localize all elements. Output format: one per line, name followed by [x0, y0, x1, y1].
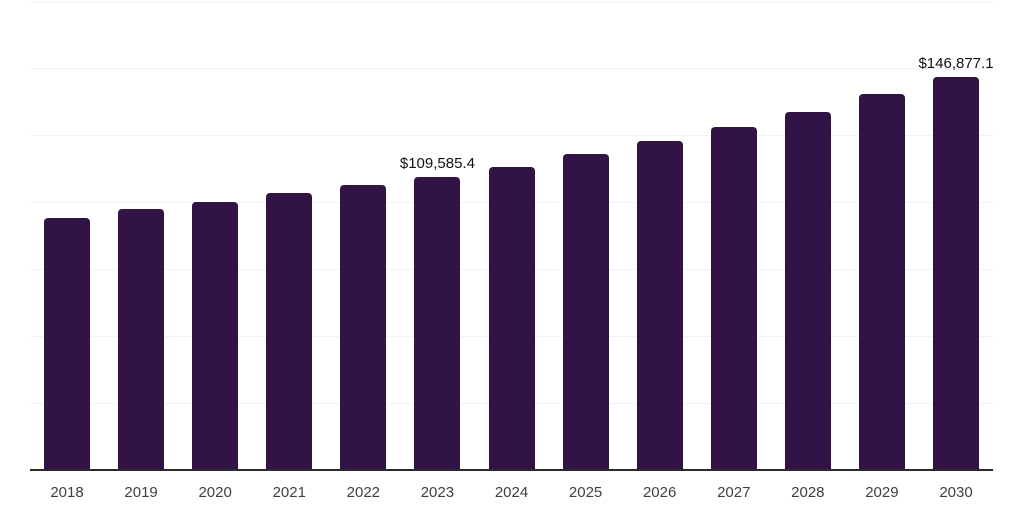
bar-2027: [710, 127, 757, 470]
x-tick-label-2026: 2026: [642, 484, 677, 501]
bar-2020: [192, 202, 239, 470]
x-tick-label-2025: 2025: [568, 484, 603, 501]
x-tick-label-2022: 2022: [346, 484, 381, 501]
x-tick-label-2030: 2030: [939, 484, 973, 501]
x-axis-line: [30, 469, 993, 471]
x-tick-label-2028: 2028: [791, 484, 825, 501]
x-tick-label-2018: 2018: [50, 484, 84, 501]
x-tick-label-2023: 2023: [420, 484, 455, 501]
bar-2023: [414, 176, 461, 470]
bar-2028: [784, 111, 831, 470]
bar-2018: [44, 218, 90, 470]
gridline: [30, 68, 993, 70]
gridline: [30, 1, 993, 3]
bar-2029: [858, 93, 905, 470]
bar-2021: [266, 193, 313, 470]
x-tick-label-2019: 2019: [124, 484, 158, 501]
bar-2026: [636, 141, 683, 470]
gridline: [30, 135, 993, 137]
bar-2019: [118, 208, 165, 470]
x-tick-label-2029: 2029: [865, 484, 899, 501]
bar-value-label-2023: $109,585.4: [399, 154, 475, 172]
x-tick-label-2020: 2020: [198, 484, 232, 501]
bar-value-label-2030: $146,877.1: [918, 55, 994, 73]
bar-2024: [488, 166, 535, 470]
x-tick-label-2024: 2024: [494, 484, 529, 501]
x-tick-label-2027: 2027: [717, 484, 751, 501]
bar-2025: [562, 154, 609, 470]
bar-2030: [933, 77, 979, 470]
x-tick-label-2021: 2021: [272, 484, 306, 501]
bar-2022: [340, 184, 387, 470]
